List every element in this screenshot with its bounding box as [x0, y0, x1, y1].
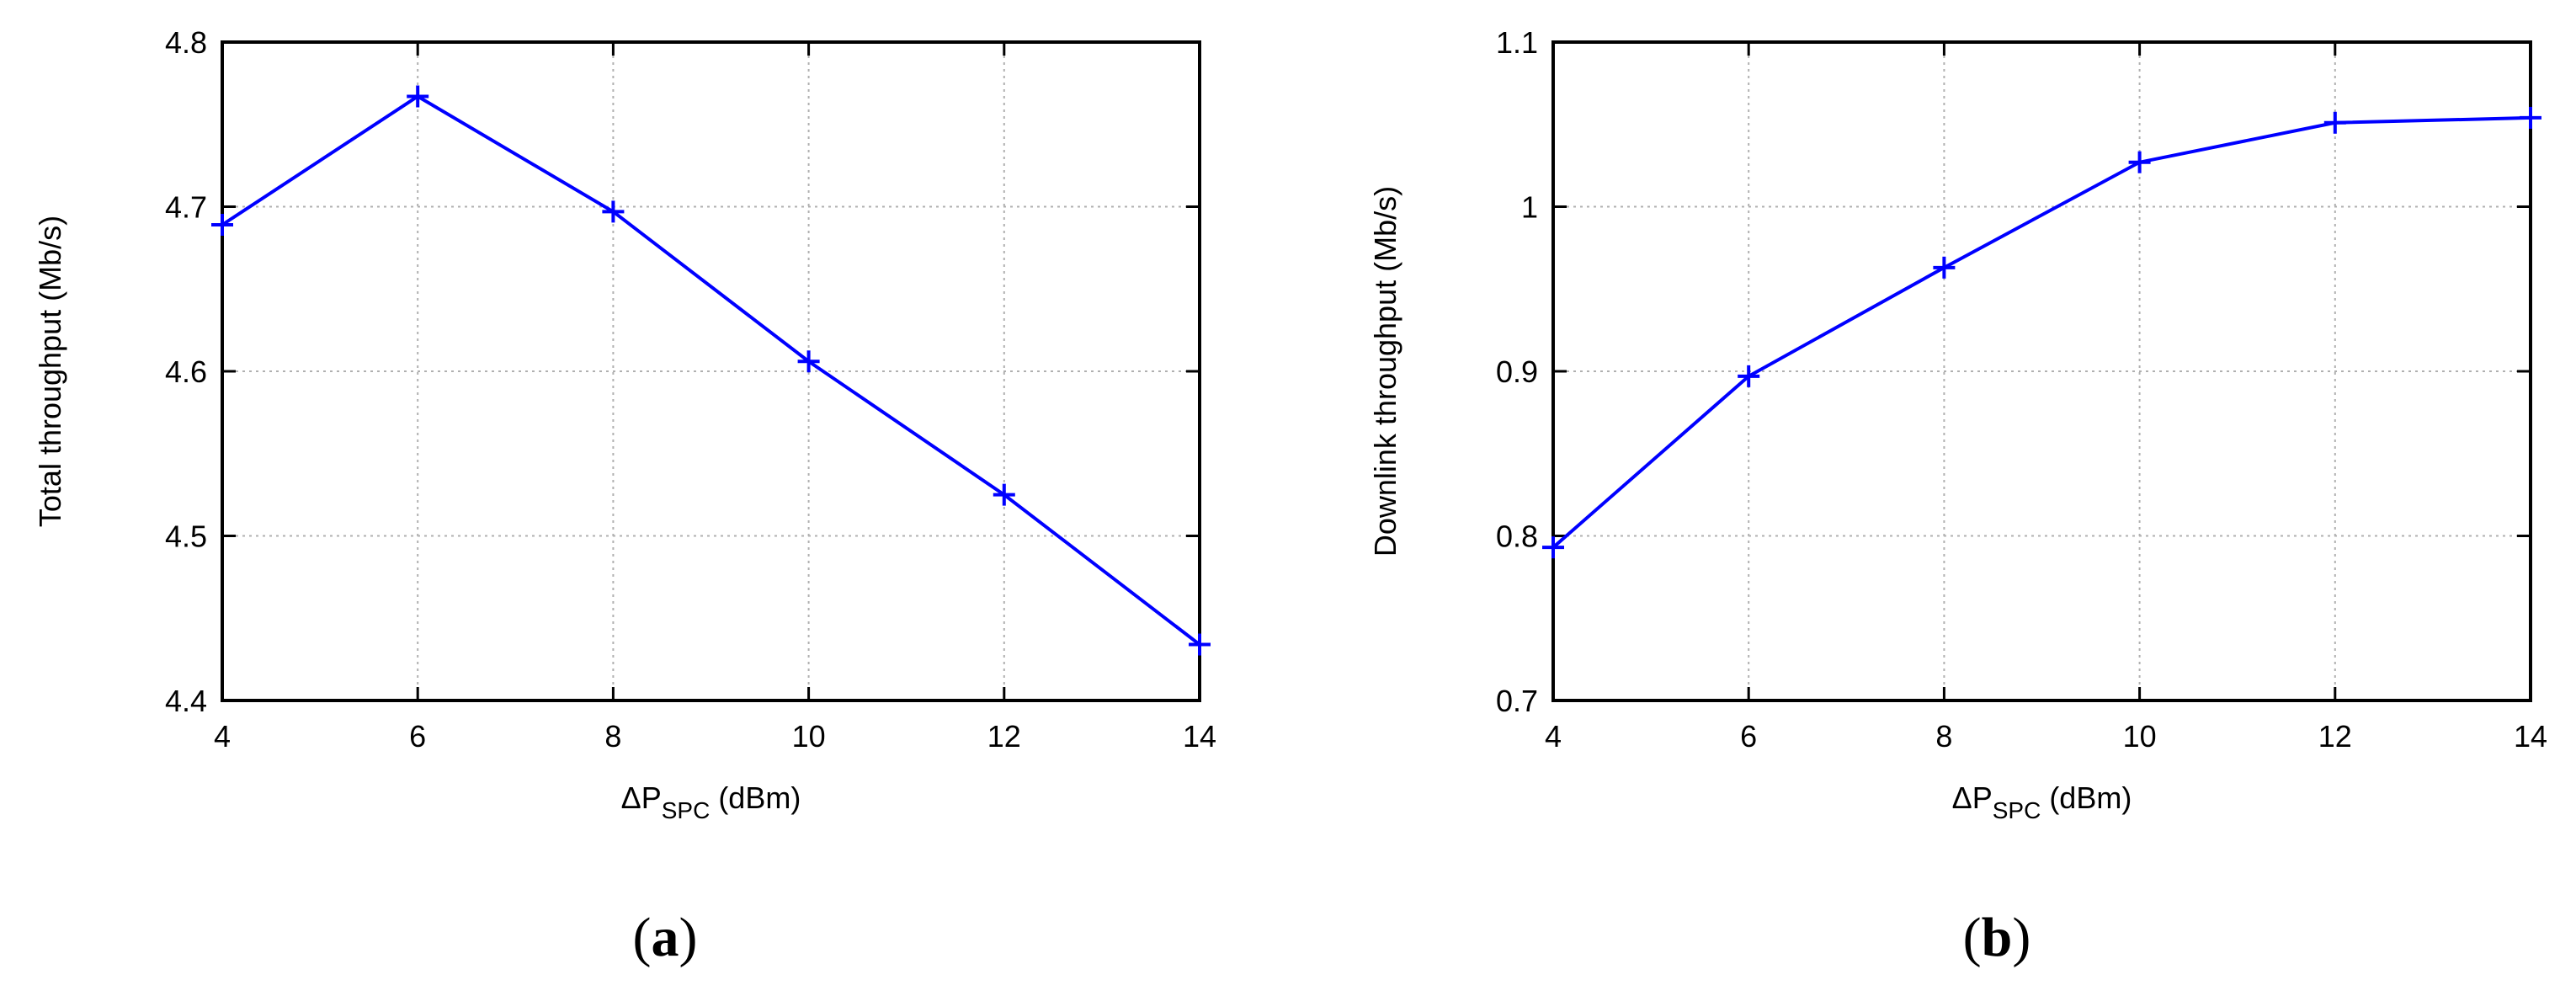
chart-panel-b: 4 6 8 10 12 14 0.7 0.8 0.9 1 1.1 ΔPSPC (dBm) Downlin… [1368, 25, 2547, 968]
y-tick-label: 4.6 [165, 354, 207, 389]
data-point-marker [1933, 256, 1956, 279]
panel-label: (b) [1963, 907, 2031, 968]
data-point-marker [797, 350, 820, 373]
y-tick-label: 0.8 [1496, 519, 1538, 554]
data-point-marker [602, 200, 625, 223]
x-tick-label: 4 [1545, 719, 1562, 754]
data-point-marker [407, 85, 429, 108]
x-tick-label: 12 [2318, 719, 2352, 754]
y-tick-label: 0.9 [1496, 354, 1538, 389]
series-line [221, 94, 1201, 647]
data-point-marker [993, 483, 1015, 506]
x-tick-label: 12 [987, 719, 1021, 754]
y-tick-label: 4.7 [165, 190, 207, 225]
x-tick-label: 4 [214, 719, 231, 754]
data-point-marker [1542, 536, 1564, 559]
x-tick-label: 14 [1183, 719, 1216, 754]
x-tick-label: 6 [409, 719, 426, 754]
data-point-marker [2520, 106, 2541, 129]
y-tick-label: 1.1 [1496, 25, 1538, 60]
x-tick-label: 8 [1935, 719, 1952, 754]
data-point-marker [1189, 633, 1211, 656]
y-tick-label: 4.8 [165, 25, 207, 60]
x-tick-label: 14 [2514, 719, 2547, 754]
chart-panel-a: 4 6 8 10 12 14 4.4 4.5 4.6 4.7 4.8 ΔPSPC (dBm) Total… [33, 25, 1216, 968]
data-point-marker [2323, 111, 2346, 134]
y-axis-title: Downlink throughput (Mb/s) [1368, 186, 1402, 557]
data-point-marker [211, 214, 233, 237]
x-tick-label: 6 [1740, 719, 1757, 754]
y-tick-label: 4.5 [165, 519, 207, 554]
plot-frame [1551, 40, 2532, 702]
data-point-marker [2128, 151, 2151, 173]
series-line [1551, 115, 2531, 549]
y-tick-label: 1 [1521, 190, 1538, 225]
x-tick-label: 8 [604, 719, 621, 754]
y-tick-label: 4.4 [165, 684, 207, 718]
data-point-marker [1738, 365, 1760, 387]
panel-label: (a) [633, 907, 698, 968]
x-axis-title: ΔPSPC (dBm) [1952, 780, 2132, 823]
y-tick-label: 0.7 [1496, 684, 1538, 718]
x-tick-label: 10 [2123, 719, 2157, 754]
x-tick-label: 10 [792, 719, 826, 754]
y-axis-title: Total throughput (Mb/s) [33, 216, 67, 527]
plot-frame [221, 40, 1201, 702]
x-axis-title: ΔPSPC (dBm) [621, 780, 801, 823]
